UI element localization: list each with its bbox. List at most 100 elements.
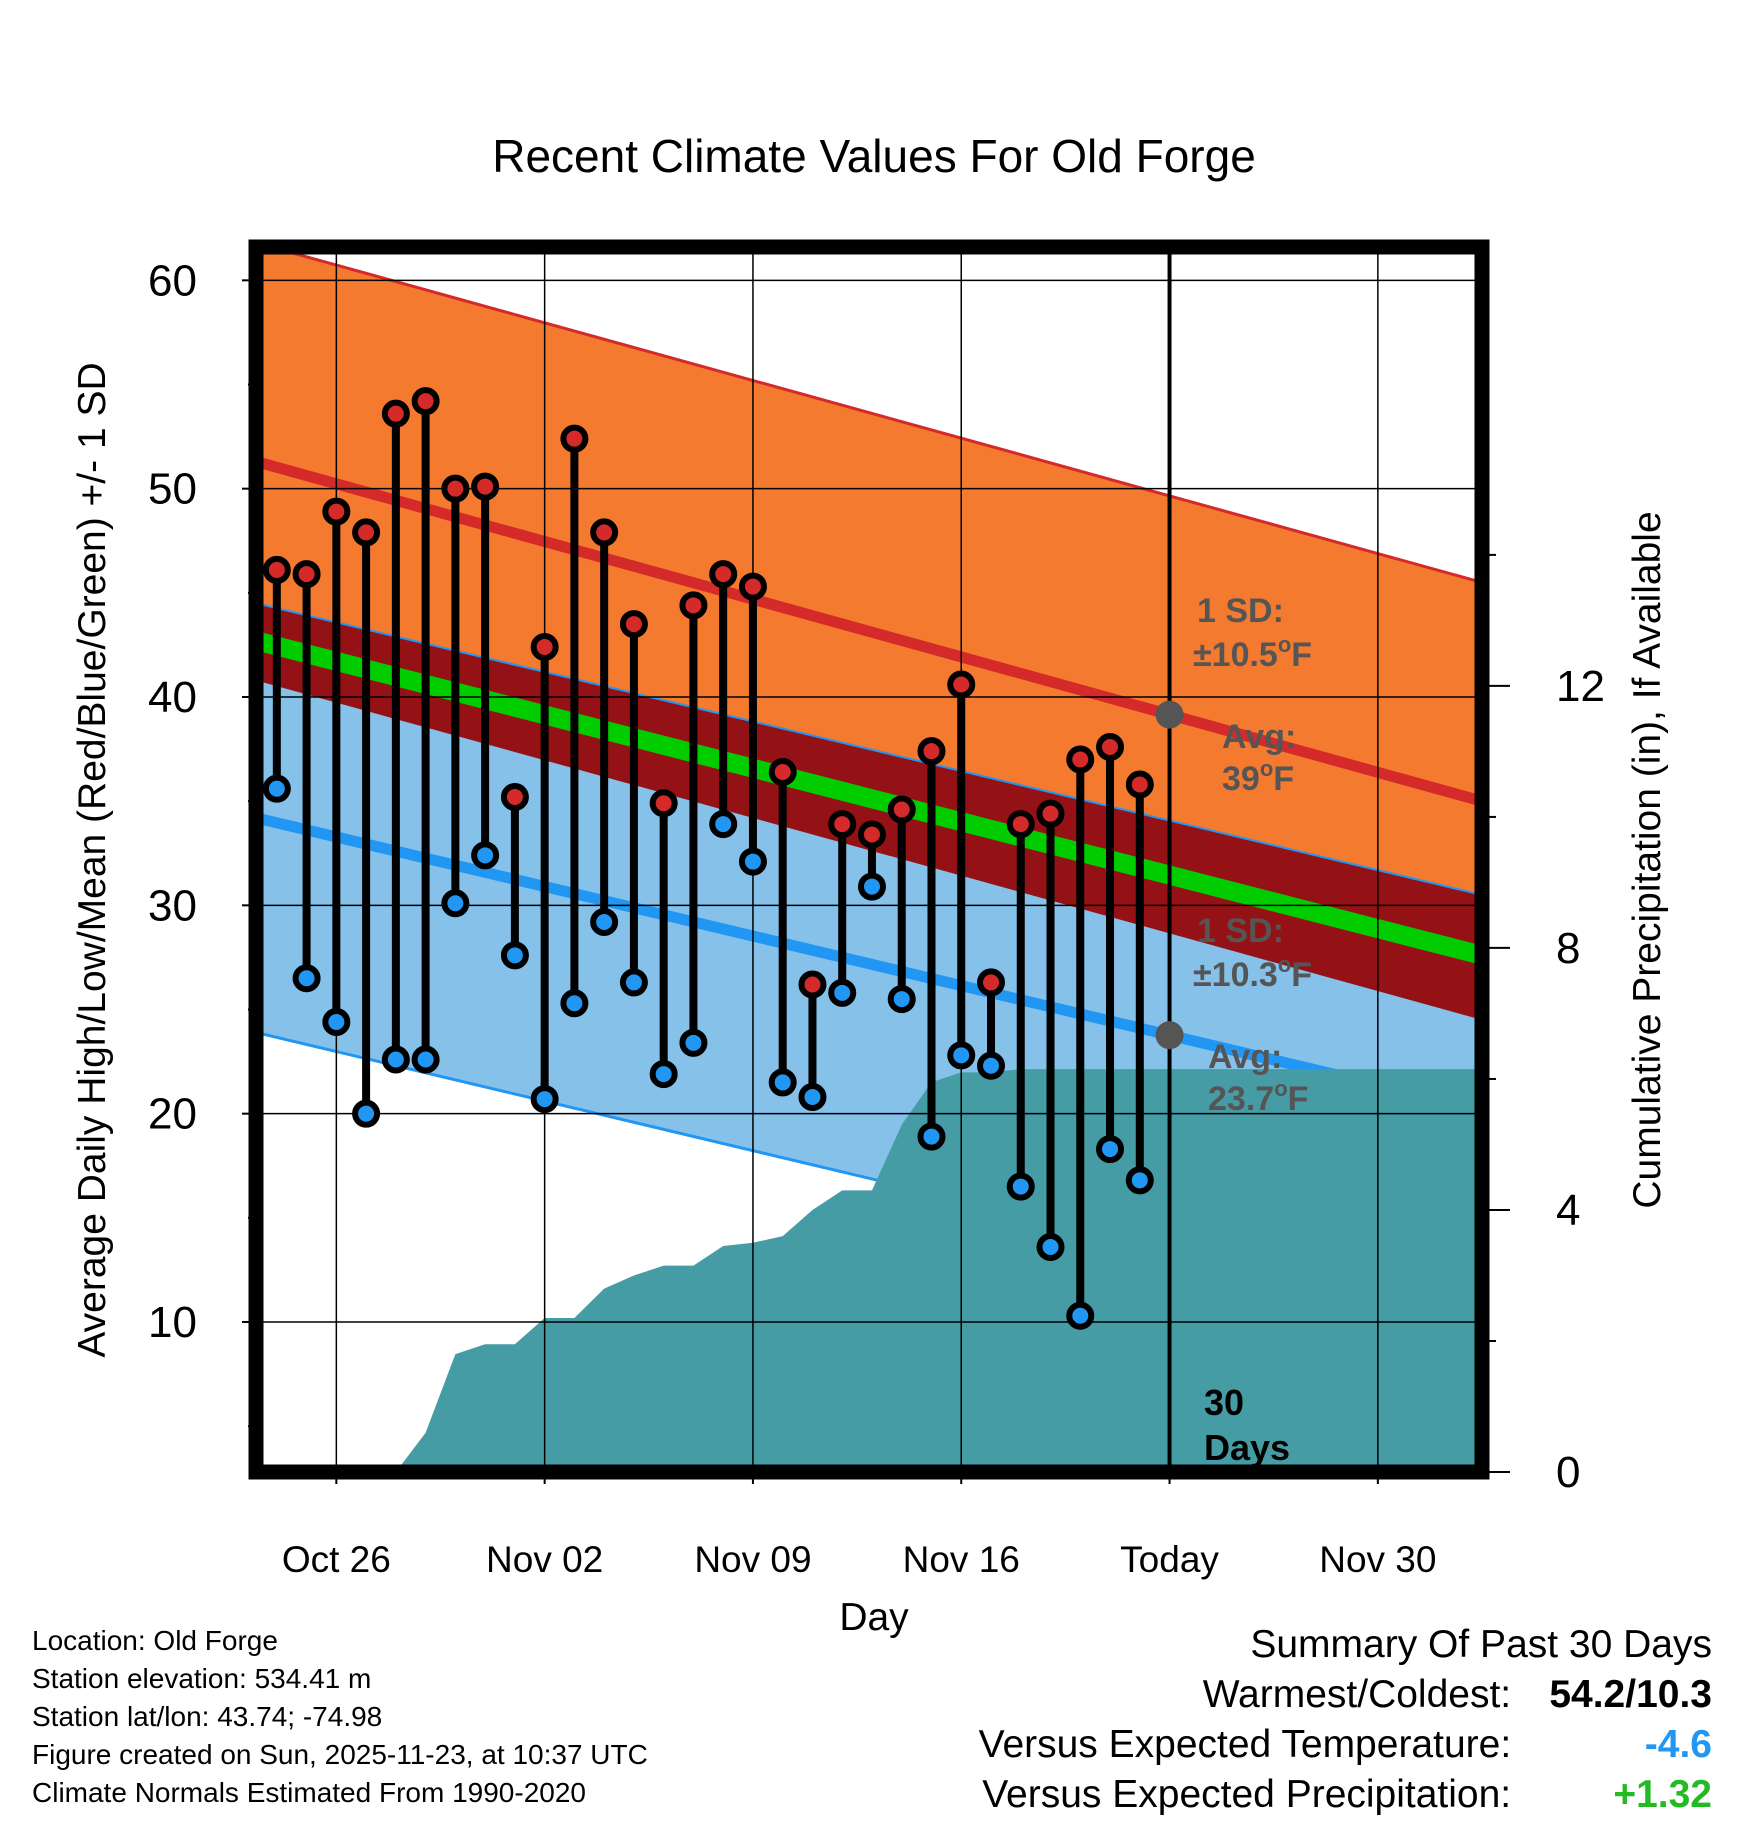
low-point (530, 1085, 559, 1114)
high-point (977, 968, 1006, 997)
x-tick-label: Nov 30 (1319, 1539, 1436, 1580)
low-point (411, 1045, 440, 1074)
high-point (352, 518, 381, 547)
low-point (322, 1008, 351, 1036)
high-point (530, 633, 559, 661)
x-tick-label: Nov 02 (486, 1539, 603, 1580)
low-point (500, 941, 529, 970)
high-avg-value: 39oF (1222, 756, 1294, 798)
low-avg-label: Avg: (1208, 1038, 1282, 1076)
y-tick-label: 30 (148, 881, 197, 930)
low-point (441, 889, 470, 918)
high-sd-value: ±10.5oF (1193, 632, 1312, 674)
high-point (649, 789, 678, 818)
normal-low-line (256, 812, 1482, 1115)
y-tick-label: 50 (148, 465, 197, 514)
station-info: Location: Old Forge Station elevation: 5… (32, 1622, 648, 1812)
high-avg-marker (1155, 700, 1184, 729)
y-axis-label: Average Daily High/Low/Mean (Red/Blue/Gr… (71, 362, 114, 1357)
high-point (917, 737, 946, 766)
y2-tick-label: 8 (1556, 924, 1580, 973)
low-point (798, 1083, 827, 1111)
low-point (1036, 1233, 1065, 1261)
low-point (262, 774, 291, 803)
high-point (1006, 810, 1035, 839)
y-tick-label: 40 (148, 673, 197, 722)
summary-temp-value: -4.6 (1644, 1723, 1712, 1766)
y2-axis-label: Cumulative Precipitation (in), If Availa… (1626, 511, 1669, 1208)
low-point (768, 1068, 797, 1097)
summary-temp-label: Versus Expected Temperature: (978, 1723, 1512, 1766)
high-point (768, 758, 797, 786)
high-point (709, 560, 738, 589)
high-point (1036, 799, 1065, 828)
low-point (352, 1099, 381, 1128)
high-point (1066, 745, 1095, 774)
low-sd-label: 1 SD: (1197, 912, 1284, 950)
high-point (471, 472, 500, 501)
y-tick-label: 20 (148, 1090, 197, 1139)
summary-precip-value: +1.32 (1613, 1773, 1712, 1816)
low-point (292, 964, 321, 993)
low-sd-value: ±10.3oF (1193, 952, 1312, 994)
high-point (411, 387, 440, 416)
precip-area (395, 1069, 1482, 1472)
info-normals: Climate Normals Estimated From 1990-2020 (32, 1777, 586, 1808)
window-count-label: 30 (1204, 1382, 1244, 1423)
high-point (590, 518, 619, 547)
low-point (828, 978, 857, 1007)
overlap-band (256, 603, 1482, 1020)
x-tick-label: Nov 09 (694, 1539, 811, 1580)
chart-title: Recent Climate Values For Old Forge (492, 130, 1256, 182)
high-point (798, 970, 827, 999)
high-sd-label: 1 SD: (1197, 592, 1284, 630)
high-point (738, 572, 767, 601)
summary-extremes-label: Warmest/Coldest: (1202, 1673, 1512, 1716)
x-tick-label: Nov 16 (903, 1539, 1020, 1580)
high-point (828, 810, 857, 839)
y2-tick-label: 4 (1556, 1186, 1580, 1235)
summary-title: Summary Of Past 30 Days (1250, 1623, 1712, 1666)
high-point (947, 670, 976, 699)
high-point (679, 591, 708, 620)
low-point (679, 1028, 708, 1057)
low-avg-marker (1155, 1021, 1184, 1050)
low-point (1006, 1172, 1035, 1201)
plot-frame (248, 239, 1490, 1480)
low-point (1125, 1166, 1154, 1195)
high-point (262, 555, 291, 584)
low-point (649, 1060, 678, 1089)
y-tick-label: 10 (148, 1298, 197, 1347)
low-point (619, 968, 648, 997)
low-point (1096, 1135, 1125, 1164)
low-sd-upper-line (256, 602, 1482, 896)
low-point (709, 810, 738, 839)
summary-temp: Versus Expected Temperature: -4.6 (979, 1720, 1712, 1770)
info-elevation: Station elevation: 534.41 m (32, 1663, 372, 1694)
plot-area (256, 247, 1482, 1472)
y2-tick-label: 12 (1556, 662, 1605, 711)
low-point (977, 1051, 1006, 1080)
x-tick-label: Today (1120, 1539, 1219, 1580)
high-point (619, 610, 648, 639)
high-point (500, 783, 529, 811)
x-axis-label: Day (839, 1596, 909, 1639)
summary-extremes-value: 54.2/10.3 (1549, 1673, 1712, 1716)
high-sd-upper-line (265, 247, 1482, 584)
low-point (381, 1045, 410, 1074)
high-point (560, 424, 589, 453)
low-point (917, 1122, 946, 1151)
low-point (947, 1041, 976, 1070)
low-avg-value: 23.7oF (1208, 1076, 1308, 1118)
high-avg-label: Avg: (1222, 718, 1296, 756)
high-point (292, 560, 321, 589)
low-point (590, 908, 619, 936)
low-point (560, 989, 589, 1018)
low-point (887, 985, 916, 1014)
low-point (1066, 1301, 1095, 1330)
high-point (887, 795, 916, 824)
summary-panel: Summary Of Past 30 Days Warmest/Coldest:… (979, 1620, 1712, 1820)
info-latlon: Station lat/lon: 43.74; -74.98 (32, 1701, 383, 1732)
high-point (1125, 770, 1154, 799)
